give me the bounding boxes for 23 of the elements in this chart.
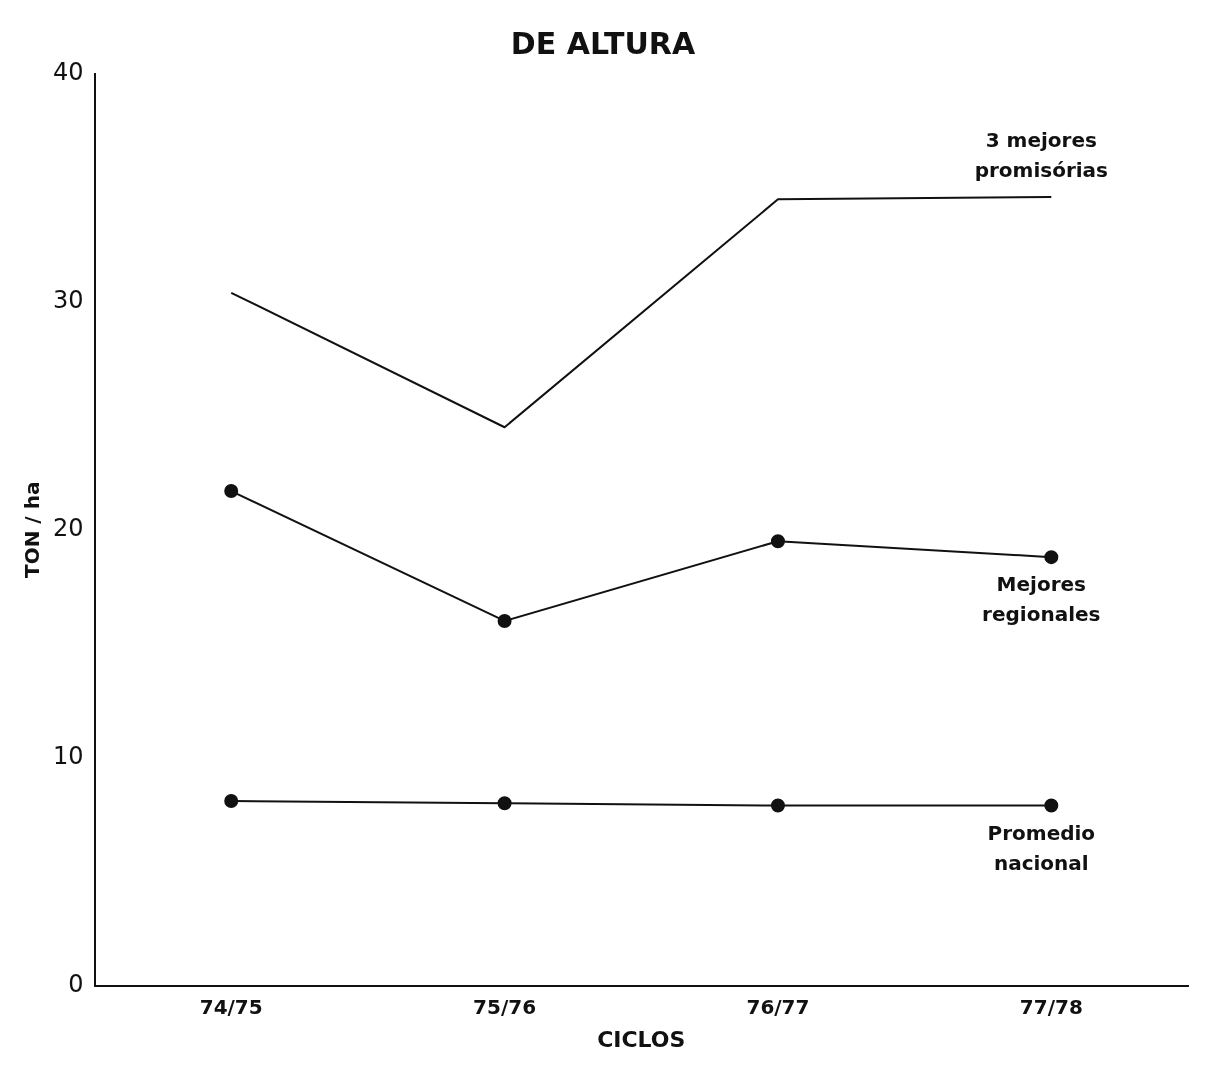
point	[770, 534, 785, 549]
x-tick-label: 77/78	[1019, 994, 1083, 1019]
x-tick-label: 76/77	[746, 994, 810, 1019]
point	[770, 798, 785, 813]
y-tick-label: 20	[52, 514, 84, 543]
point	[224, 794, 239, 808]
point	[497, 613, 512, 628]
x-tick-label: 74/75	[199, 994, 263, 1019]
x-tick-label: 75/76	[473, 994, 537, 1019]
series-label: 3 mejores promisórias	[974, 128, 1109, 183]
y-tick-label: 30	[52, 286, 84, 315]
series-label: Promedio nacional	[987, 820, 1096, 875]
y-tick-label: 10	[52, 741, 84, 770]
point	[224, 484, 239, 499]
point	[497, 796, 512, 811]
y-axis-title: TON / ha	[20, 481, 45, 578]
chart-title: DE ALTURA	[510, 25, 696, 61]
series-label: Mejores regionales	[982, 572, 1101, 627]
point	[1044, 550, 1059, 565]
y-tick-label: 0	[68, 969, 84, 998]
y-tick-label: 40	[52, 58, 84, 87]
point	[1044, 798, 1059, 813]
x-axis-title: CICLOS	[597, 1026, 686, 1052]
